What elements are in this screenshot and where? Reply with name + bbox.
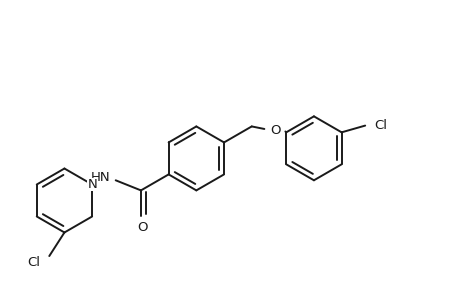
Text: N: N — [87, 178, 97, 191]
Text: Cl: Cl — [373, 119, 386, 132]
Text: O: O — [269, 124, 280, 137]
Text: HN: HN — [90, 171, 110, 184]
Text: Cl: Cl — [28, 256, 40, 269]
Text: O: O — [137, 221, 147, 234]
